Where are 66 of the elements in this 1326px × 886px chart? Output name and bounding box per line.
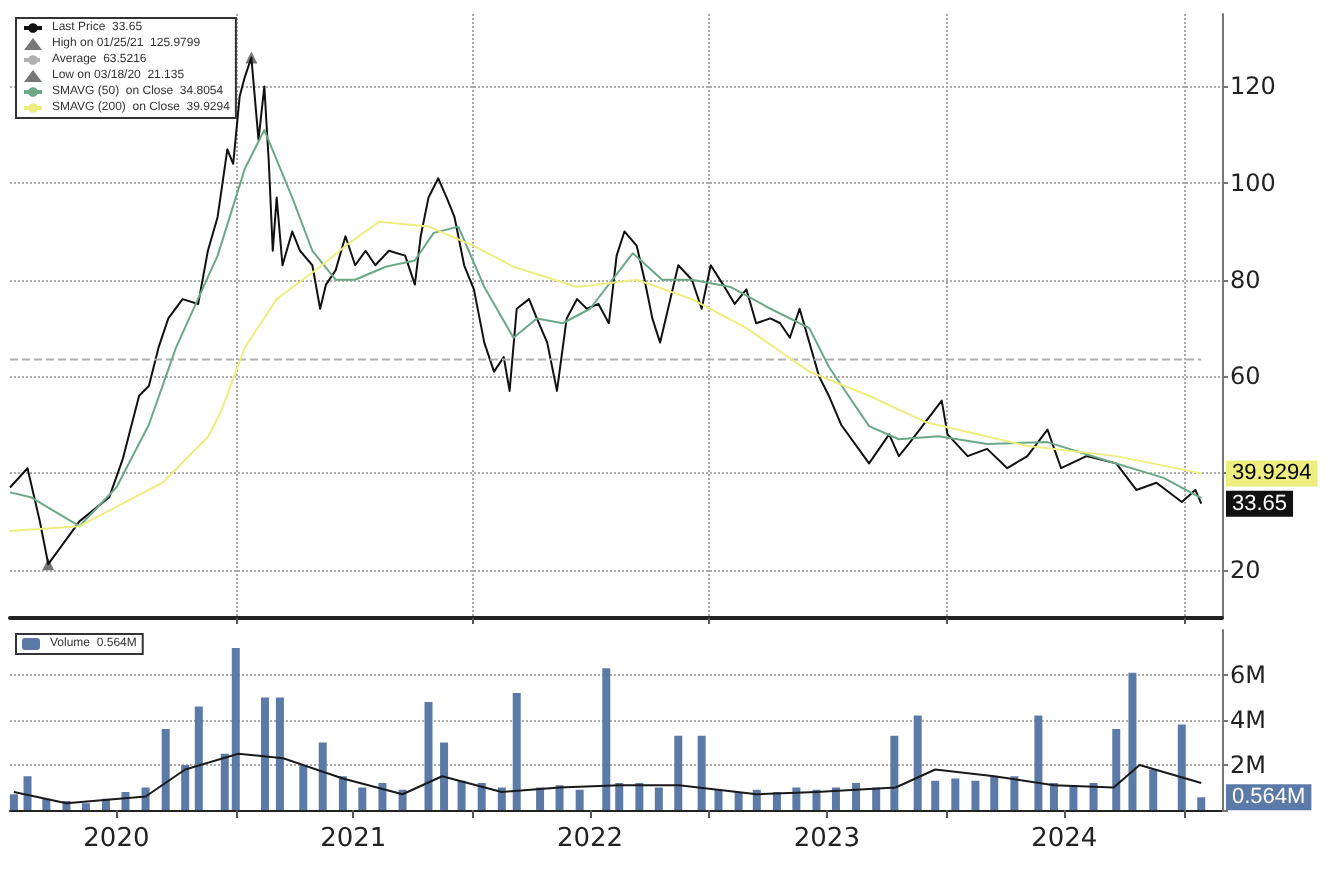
bar [1177, 724, 1186, 810]
bar [555, 785, 564, 810]
bar [635, 783, 644, 810]
bar [9, 794, 18, 810]
bar [1128, 672, 1137, 810]
bar [913, 715, 922, 810]
x-tick-label: 2023 [793, 824, 860, 854]
bar [575, 789, 584, 810]
x-tick-label: 2022 [556, 824, 624, 854]
annotation: 0.564M [1232, 785, 1306, 810]
bar [275, 697, 284, 810]
y-tick-label: 4M [1230, 706, 1266, 734]
x-tick-label: 2020 [83, 824, 150, 854]
bar [990, 776, 999, 810]
line-series [9, 220, 1203, 533]
x-tick-label: 2024 [1031, 824, 1098, 854]
bar [852, 783, 861, 810]
bar [602, 668, 611, 810]
bar [1149, 769, 1158, 810]
bar [260, 697, 269, 810]
bar [1197, 797, 1206, 810]
bar [81, 803, 90, 810]
bar [674, 735, 683, 810]
bar [890, 735, 899, 810]
bar [1049, 783, 1058, 810]
line-series [9, 128, 1203, 528]
bar [42, 798, 51, 810]
y-tick-label: 2M [1230, 751, 1266, 779]
bar [615, 783, 624, 810]
bar [951, 778, 960, 810]
bar [1112, 729, 1121, 810]
bar [734, 792, 743, 810]
bar [378, 783, 387, 810]
bar [931, 780, 940, 810]
bar [440, 742, 449, 810]
y-tick-label: 120 [1230, 72, 1276, 101]
bar [194, 706, 203, 810]
annotation: 33.65 [1232, 491, 1288, 516]
bar [477, 783, 486, 810]
line-series [12, 752, 1203, 805]
x-tick-label: 2021 [320, 824, 387, 854]
y-tick-label: 80 [1230, 265, 1261, 294]
bar [1089, 783, 1098, 810]
bar [697, 735, 706, 810]
bar [714, 789, 723, 810]
bar [1034, 715, 1043, 810]
bar [872, 787, 881, 810]
bar [457, 780, 466, 810]
bar [1010, 776, 1019, 810]
bar [23, 776, 32, 810]
bar [318, 742, 327, 810]
bar [971, 780, 980, 810]
bar [181, 765, 190, 810]
bar [654, 787, 663, 810]
bar [299, 765, 308, 810]
bar [424, 702, 433, 810]
y-tick-label: 20 [1230, 555, 1261, 584]
bar [512, 693, 521, 810]
bar [338, 776, 347, 810]
bar [161, 729, 170, 810]
y-tick-label: 60 [1230, 362, 1261, 391]
bar [358, 787, 367, 810]
y-tick-label: 6M [1230, 661, 1266, 689]
bar [1069, 785, 1078, 810]
annotation: 39.9294 [1232, 461, 1312, 486]
y-tick-label: 100 [1230, 169, 1276, 198]
